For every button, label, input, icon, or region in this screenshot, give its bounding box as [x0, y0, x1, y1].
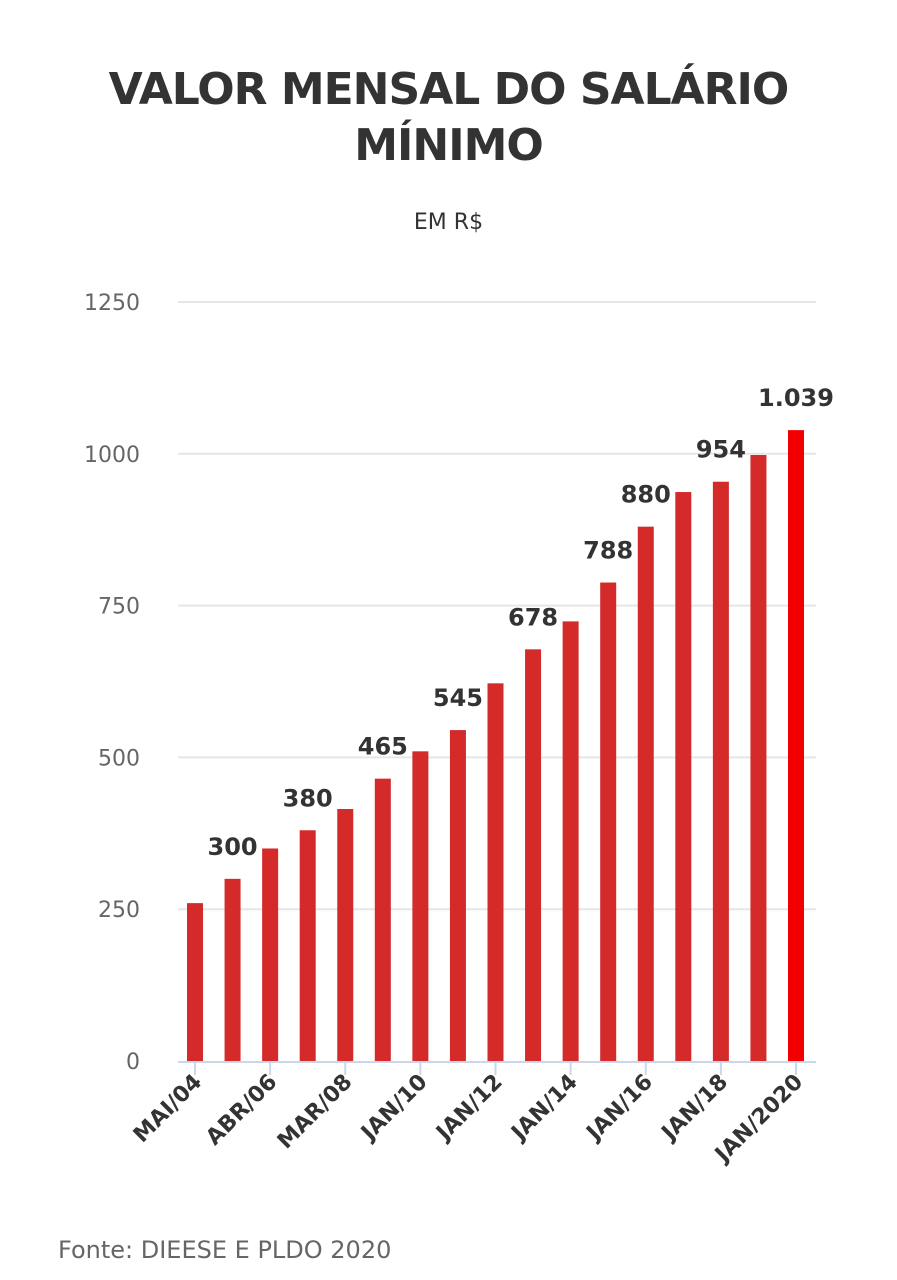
y-tick-label: 1000 — [84, 443, 140, 468]
bar — [788, 430, 804, 1061]
x-tick-label: MAR/08 — [273, 1070, 358, 1155]
bar — [412, 751, 429, 1061]
bar — [299, 830, 316, 1061]
x-tick-label: JAN/18 — [656, 1070, 733, 1147]
chart-title-line-2: MÍNIMO — [354, 120, 544, 171]
data-label: 545 — [433, 684, 483, 712]
data-label: 1.039 — [758, 384, 834, 412]
y-tick-label: 750 — [98, 595, 140, 620]
bar — [675, 492, 692, 1061]
bar — [337, 809, 354, 1061]
y-tick-label: 250 — [98, 898, 140, 923]
data-label: 300 — [208, 833, 258, 861]
bar — [637, 526, 654, 1061]
data-label: 465 — [358, 733, 408, 761]
x-tick-label: JAN/12 — [430, 1070, 507, 1147]
bar — [712, 481, 729, 1061]
chart-subtitle: EM R$ — [413, 210, 484, 235]
chart-title: VALOR MENSAL DO SALÁRIO MÍNIMO — [0, 62, 897, 174]
y-tick-label: 1250 — [84, 291, 140, 316]
source-note: Fonte: DIEESE E PLDO 2020 — [58, 1236, 392, 1264]
bar — [449, 730, 466, 1061]
x-tick-label: JAN/14 — [506, 1070, 583, 1147]
bar — [750, 455, 767, 1061]
x-tick-label: ABR/06 — [201, 1070, 282, 1151]
data-label: 380 — [283, 784, 333, 812]
x-tick-label: MAI/04 — [129, 1070, 207, 1148]
chart-title-line-1: VALOR MENSAL DO SALÁRIO — [108, 64, 790, 115]
data-label: 788 — [583, 537, 633, 565]
data-label: 880 — [621, 481, 671, 509]
data-label: 954 — [696, 436, 746, 464]
bar — [187, 903, 203, 1061]
y-tick-label: 0 — [126, 1050, 140, 1075]
bar — [525, 649, 542, 1061]
bar — [262, 848, 279, 1061]
x-tick-label: JAN/16 — [581, 1070, 658, 1147]
bar — [374, 778, 391, 1061]
data-label: 678 — [508, 603, 558, 631]
bar — [487, 683, 504, 1061]
bar — [600, 582, 617, 1061]
bar — [224, 878, 241, 1061]
bar — [562, 621, 579, 1061]
x-tick-label: JAN/10 — [355, 1070, 432, 1147]
y-tick-label: 500 — [98, 746, 140, 771]
